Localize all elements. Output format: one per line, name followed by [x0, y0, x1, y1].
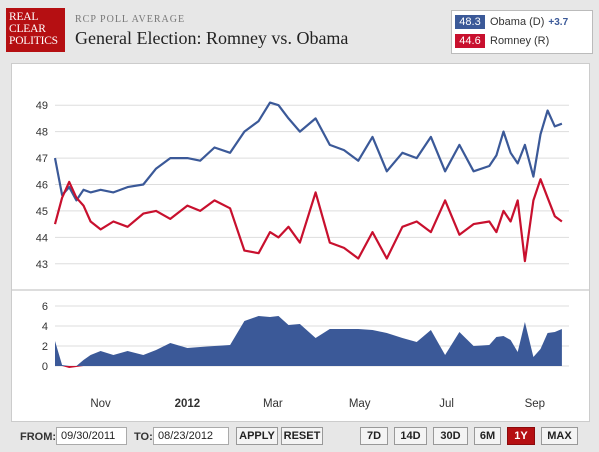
legend-item-obama[interactable]: 48.3 Obama (D) +3.7 — [455, 14, 568, 30]
logo-line-3: POLITICS — [9, 35, 58, 47]
series-line-romney — [53, 178, 563, 263]
range-button-7d[interactable]: 7D — [360, 427, 388, 445]
x-tick-label: Mar — [263, 398, 283, 410]
chart-panel: 43 44 45 46 47 48 49 0 2 4 6 Nov 2012 Mar May Jul Sep — [11, 63, 590, 422]
y-tick-label: 2 — [42, 341, 48, 353]
date-controls: FROM: TO: APPLY RESET 7D 14D 30D 6M 1Y MAX — [0, 426, 599, 450]
x-tick-label: Sep — [525, 398, 545, 410]
chart-legend: 48.3 Obama (D) +3.7 44.6 Romney (R) — [451, 10, 593, 54]
legend-romney-value: 44.6 — [455, 34, 485, 48]
from-date-input[interactable] — [56, 427, 127, 445]
chart-subtitle: RCP POLL AVERAGE — [75, 14, 186, 25]
range-button-14d[interactable]: 14D — [394, 427, 427, 445]
y-tick-label: 4 — [42, 321, 48, 333]
legend-obama-value: 48.3 — [455, 15, 485, 29]
series-line-obama — [53, 101, 563, 202]
to-label: TO: — [134, 431, 153, 443]
from-label: FROM: — [20, 431, 57, 443]
y-tick-label: 49 — [36, 100, 48, 112]
chart-title: General Election: Romney vs. Obama — [75, 28, 349, 48]
y-tick-label: 48 — [36, 127, 48, 139]
range-button-6m[interactable]: 6M — [474, 427, 501, 445]
legend-romney-name: Romney (R) — [490, 35, 550, 47]
reset-button[interactable]: RESET — [281, 427, 323, 445]
y-tick-label: 45 — [36, 206, 48, 218]
to-date-input[interactable] — [153, 427, 229, 445]
x-tick-label: 2012 — [175, 398, 201, 410]
legend-item-romney[interactable]: 44.6 Romney (R) — [455, 33, 549, 49]
legend-obama-name: Obama (D) — [490, 16, 545, 28]
x-tick-label: Jul — [439, 398, 454, 410]
y-tick-label: 0 — [42, 361, 48, 373]
y-tick-label: 44 — [36, 232, 48, 244]
y-tick-label: 47 — [36, 153, 48, 165]
y-tick-label: 43 — [36, 259, 48, 271]
x-tick-label: Nov — [90, 398, 111, 410]
apply-button[interactable]: APPLY — [236, 427, 278, 445]
legend-obama-diff: +3.7 — [548, 16, 569, 28]
x-tick-label: May — [349, 398, 371, 410]
y-tick-label: 6 — [42, 301, 48, 313]
logo-line-2: CLEAR — [9, 23, 46, 35]
spread-area-positive — [55, 316, 562, 366]
rcp-logo: REAL CLEAR POLITICS — [6, 8, 65, 52]
logo-line-1: REAL — [9, 11, 39, 23]
y-tick-label: 46 — [36, 180, 48, 192]
range-button-30d[interactable]: 30D — [433, 427, 468, 445]
range-button-1y[interactable]: 1Y — [507, 427, 535, 445]
range-button-max[interactable]: MAX — [541, 427, 578, 445]
